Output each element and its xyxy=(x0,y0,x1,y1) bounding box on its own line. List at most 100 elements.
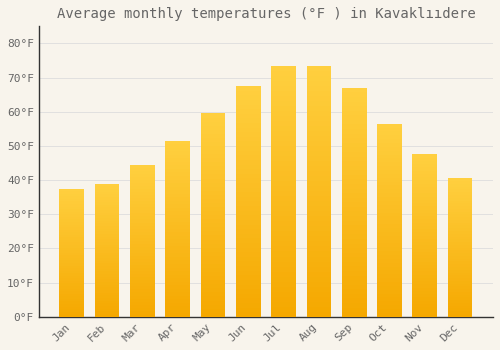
Bar xyxy=(412,275,437,278)
Bar xyxy=(448,195,472,198)
Bar xyxy=(271,136,296,141)
Bar xyxy=(60,194,84,196)
Bar xyxy=(60,199,84,202)
Bar xyxy=(200,272,226,276)
Bar xyxy=(94,205,120,208)
Bar xyxy=(342,189,366,193)
Bar xyxy=(200,170,226,174)
Bar xyxy=(377,251,402,255)
Bar xyxy=(271,146,296,151)
Bar xyxy=(130,229,155,232)
Bar xyxy=(200,150,226,154)
Bar xyxy=(377,236,402,239)
Bar xyxy=(342,248,366,253)
Bar xyxy=(236,238,260,243)
Bar xyxy=(377,286,402,290)
Bar xyxy=(377,309,402,313)
Bar xyxy=(342,198,366,202)
Bar xyxy=(94,247,120,250)
Bar xyxy=(130,253,155,256)
Bar xyxy=(94,202,120,205)
Bar xyxy=(236,169,260,174)
Bar xyxy=(377,201,402,205)
Bar xyxy=(60,214,84,217)
Bar xyxy=(412,314,437,317)
Bar xyxy=(236,151,260,155)
Bar xyxy=(306,302,331,307)
Bar xyxy=(94,301,120,303)
Bar xyxy=(377,224,402,228)
Bar xyxy=(130,165,155,168)
Bar xyxy=(94,295,120,298)
Bar xyxy=(166,141,190,144)
Bar xyxy=(342,303,366,308)
Bar xyxy=(271,241,296,246)
Bar xyxy=(236,174,260,178)
Bar xyxy=(412,265,437,268)
Bar xyxy=(412,174,437,177)
Bar xyxy=(271,252,296,257)
Bar xyxy=(166,151,190,155)
Bar xyxy=(166,144,190,148)
Bar xyxy=(60,291,84,294)
Bar xyxy=(306,186,331,191)
Bar xyxy=(130,311,155,314)
Bar xyxy=(166,313,190,317)
Bar xyxy=(130,256,155,259)
Bar xyxy=(342,308,366,312)
Bar xyxy=(130,192,155,195)
Bar xyxy=(236,105,260,109)
Bar xyxy=(306,126,331,131)
Bar xyxy=(60,212,84,214)
Bar xyxy=(166,278,190,282)
Bar xyxy=(412,310,437,314)
Bar xyxy=(200,284,226,288)
Bar xyxy=(306,91,331,96)
Bar xyxy=(271,166,296,171)
Bar xyxy=(94,194,120,197)
Bar xyxy=(200,126,226,130)
Bar xyxy=(130,216,155,219)
Bar xyxy=(412,261,437,265)
Bar xyxy=(130,289,155,293)
Bar xyxy=(342,239,366,244)
Bar xyxy=(271,176,296,181)
Bar xyxy=(412,301,437,304)
Bar xyxy=(166,282,190,285)
Bar xyxy=(342,120,366,125)
Bar xyxy=(448,264,472,267)
Bar xyxy=(236,229,260,234)
Bar xyxy=(166,190,190,194)
Bar xyxy=(377,243,402,247)
Bar xyxy=(236,285,260,289)
Bar xyxy=(342,266,366,271)
Bar xyxy=(377,274,402,278)
Bar xyxy=(306,171,331,176)
Bar xyxy=(342,216,366,220)
Bar xyxy=(60,206,84,209)
Bar xyxy=(130,271,155,274)
Bar xyxy=(200,223,226,227)
Bar xyxy=(60,266,84,268)
Bar xyxy=(271,186,296,191)
Bar xyxy=(60,235,84,237)
Bar xyxy=(166,180,190,183)
Bar xyxy=(236,141,260,146)
Bar xyxy=(94,274,120,277)
Bar xyxy=(377,178,402,182)
Bar xyxy=(271,307,296,312)
Bar xyxy=(60,253,84,255)
Bar xyxy=(60,273,84,276)
Bar xyxy=(60,299,84,301)
Bar xyxy=(412,278,437,281)
Bar xyxy=(166,274,190,278)
Bar xyxy=(166,183,190,187)
Bar xyxy=(377,271,402,274)
Bar xyxy=(94,280,120,282)
Bar xyxy=(166,257,190,260)
Bar xyxy=(271,106,296,111)
Bar xyxy=(342,253,366,257)
Bar xyxy=(94,266,120,269)
Bar xyxy=(271,231,296,236)
Bar xyxy=(377,301,402,305)
